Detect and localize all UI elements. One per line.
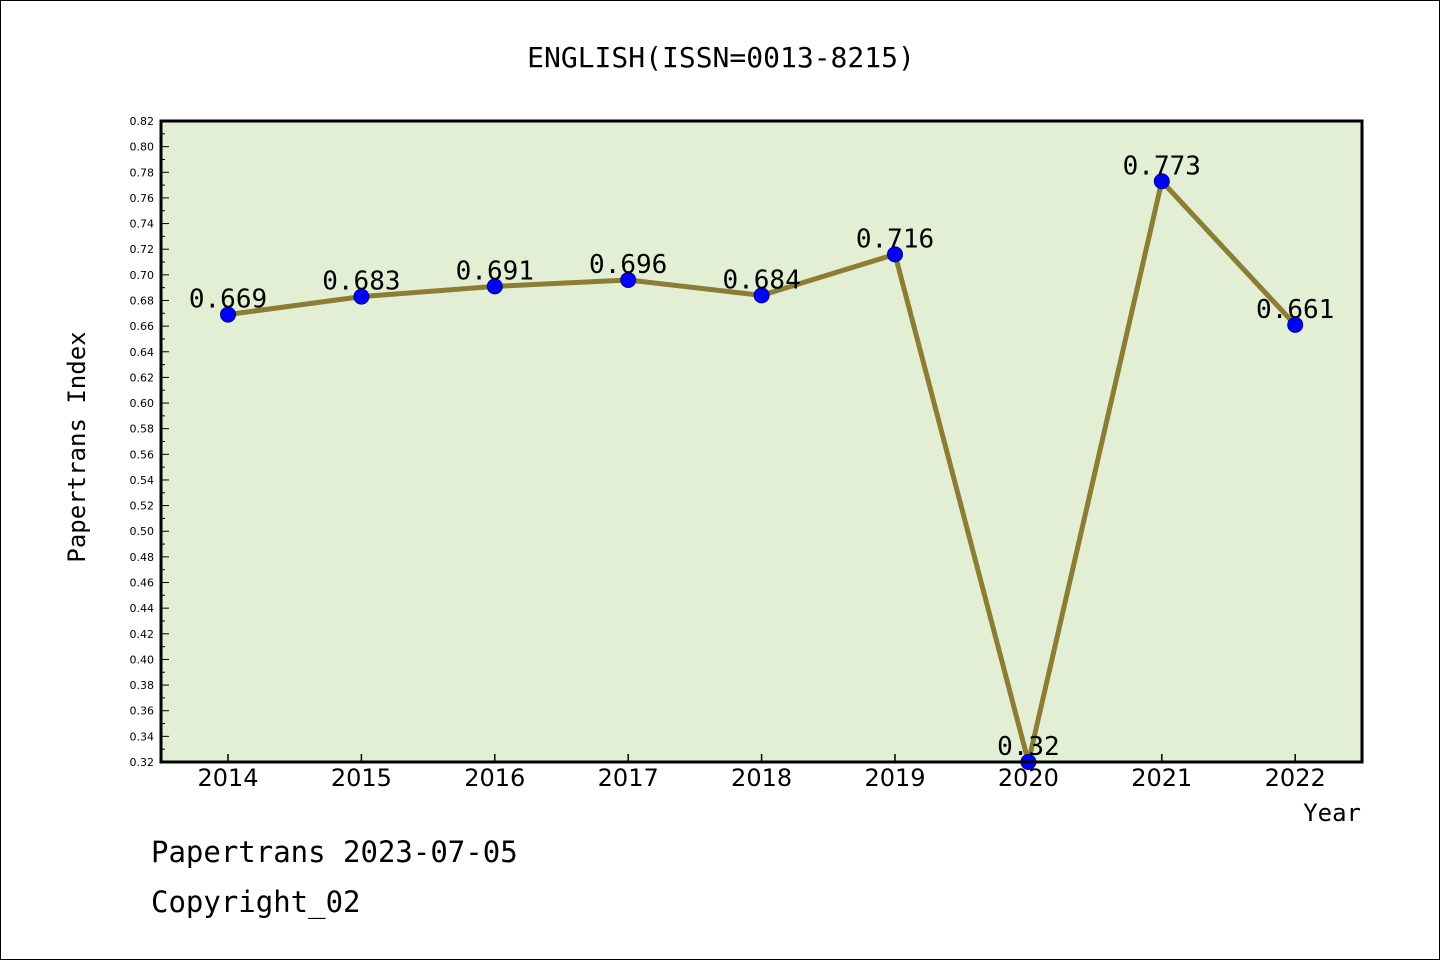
- data-label: 0.683: [322, 267, 400, 297]
- data-point: [1153, 173, 1170, 190]
- y-tick-label: 0.34: [130, 730, 155, 743]
- y-tick-label: 0.58: [130, 423, 155, 436]
- data-point: [753, 287, 770, 304]
- data-point: [620, 271, 637, 288]
- data-point: [1287, 316, 1304, 333]
- x-tick-label: 2019: [864, 764, 925, 792]
- x-tick-label: 2017: [598, 764, 659, 792]
- y-tick-label: 0.56: [130, 448, 155, 461]
- y-tick-label: 0.70: [130, 269, 155, 282]
- y-tick-label: 0.62: [130, 371, 155, 384]
- data-label: 0.661: [1256, 295, 1334, 325]
- data-point: [220, 306, 236, 323]
- y-tick-label: 0.50: [130, 525, 155, 538]
- y-tick-label: 0.52: [130, 500, 155, 513]
- x-tick-label: 2016: [464, 764, 525, 792]
- data-label: 0.669: [189, 285, 267, 315]
- data-point: [353, 288, 370, 305]
- y-tick-label: 0.66: [130, 320, 155, 333]
- y-tick-label: 0.46: [130, 577, 155, 590]
- data-point: [486, 278, 503, 295]
- data-labels: 0.669 0.683 0.691 0.696 0.684 0.716 0.32 0.773 0…: [189, 151, 1334, 762]
- y-tick-label: 0.54: [130, 474, 155, 487]
- y-tick-label: 0.36: [130, 705, 155, 718]
- data-label: 0.773: [1123, 151, 1201, 181]
- y-tick-label: 0.78: [130, 166, 155, 179]
- y-tick-label: 0.72: [130, 243, 155, 256]
- series-layer: [220, 173, 1304, 770]
- data-label: 0.684: [722, 265, 800, 295]
- y-axis-title: Papertrans Index: [63, 331, 91, 562]
- x-tick-label: 2022: [1265, 764, 1326, 792]
- x-tick-label: 2018: [731, 764, 792, 792]
- x-tick-label: 2015: [331, 764, 392, 792]
- x-axis-title: Year: [1303, 799, 1361, 827]
- footer-copyright-text: Copyright_02: [151, 885, 361, 919]
- y-tick-label: 0.48: [130, 551, 155, 564]
- y-tick-label: 0.32: [130, 756, 155, 769]
- y-tick-label: 0.80: [130, 141, 155, 154]
- y-tick-label: 0.40: [130, 653, 155, 666]
- y-tick-label: 0.42: [130, 628, 155, 641]
- y-tick-label: 0.76: [130, 192, 155, 205]
- y-tick-label: 0.60: [130, 397, 155, 410]
- y-tick-label: 0.82: [130, 115, 155, 128]
- y-tick-label: 0.44: [130, 602, 155, 615]
- data-label: 0.691: [456, 256, 534, 286]
- footer-date-text: Papertrans 2023-07-05: [151, 835, 518, 869]
- data-label: 0.716: [856, 224, 934, 254]
- plot-border: [159, 119, 1364, 764]
- data-point: [887, 246, 903, 263]
- y-tick-label: 0.74: [130, 218, 155, 231]
- data-label: 0.32: [997, 732, 1060, 762]
- x-tick-label: 2014: [197, 764, 258, 792]
- y-tick-label: 0.38: [130, 679, 155, 692]
- x-tick-label: 2021: [1131, 764, 1192, 792]
- y-axis: 0.32 0.34 0.36 0.38 0.40 0.42 0.44 0.46 0.48 0.50…: [130, 115, 169, 769]
- chart-title: ENGLISH(ISSN=0013-8215): [527, 41, 915, 74]
- data-label: 0.696: [589, 250, 667, 280]
- y-tick-label: 0.68: [130, 294, 155, 307]
- plot-area: [161, 121, 1362, 762]
- y-tick-label: 0.64: [130, 346, 155, 359]
